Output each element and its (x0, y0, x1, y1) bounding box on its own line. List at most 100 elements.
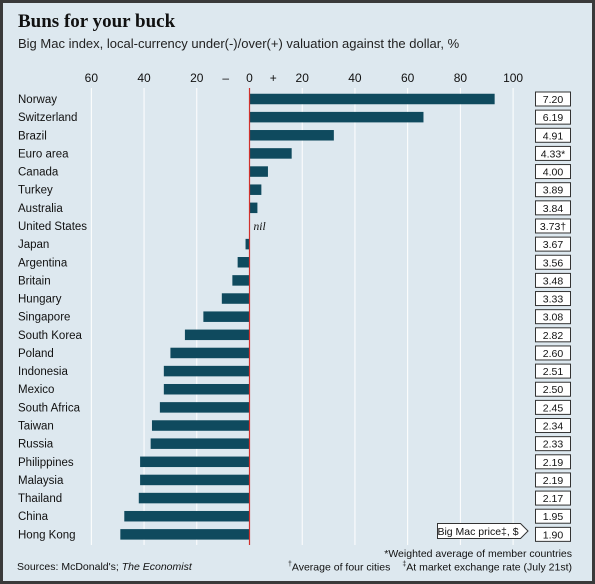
price-value: 2.17 (543, 493, 564, 505)
price-box (535, 345, 571, 361)
country-label: Switzerland (18, 112, 77, 124)
price-box (535, 127, 571, 143)
price-value: 1.90 (543, 529, 564, 541)
bar (170, 347, 250, 359)
x-tick-label: 40 (137, 71, 151, 85)
country-label: China (18, 511, 49, 523)
price-box (535, 508, 571, 524)
bar (163, 383, 250, 395)
country-label: Japan (18, 239, 49, 251)
price-value: 4.91 (543, 130, 564, 142)
x-tick-label: – (222, 71, 229, 85)
price-value: 2.33 (543, 439, 564, 451)
price-box (535, 109, 571, 125)
country-label: Turkey (18, 185, 53, 197)
price-box (535, 291, 571, 307)
bar (249, 202, 258, 214)
x-tick-label: 20 (296, 71, 310, 85)
bar (151, 420, 250, 431)
price-box (535, 418, 571, 434)
price-box (535, 381, 571, 397)
country-label: Euro area (18, 148, 69, 160)
country-label: South Africa (18, 402, 81, 414)
x-tick-label: 60 (85, 71, 99, 85)
price-box (535, 454, 571, 470)
country-label: Canada (18, 167, 59, 179)
price-value: 2.45 (543, 402, 564, 414)
price-box (535, 363, 571, 379)
country-label: Poland (18, 348, 54, 360)
source-publication: The Economist (121, 561, 192, 573)
bar (140, 456, 250, 468)
country-label: Brazil (18, 130, 47, 142)
price-value: 4.00 (543, 167, 564, 179)
bar (138, 492, 250, 504)
source-note: Sources: McDonald's; The Economist (17, 561, 192, 573)
bar (150, 438, 250, 449)
bar (221, 293, 250, 304)
footnotes-row: †Average of four cities ‡At market exchan… (287, 561, 572, 574)
country-label: Hungary (18, 294, 62, 306)
price-value: 3.84 (543, 203, 564, 215)
price-box (535, 218, 571, 234)
chart-subtitle: Big Mac index, local-currency under(-)/o… (18, 36, 460, 51)
price-box (535, 490, 571, 506)
source-label: Sources: McDonald's; (17, 561, 119, 573)
price-box (535, 254, 571, 270)
bar (249, 130, 334, 141)
price-value: 3.67 (543, 239, 564, 251)
footnote-exchange-rate: At market exchange rate (July 21st) (406, 561, 572, 574)
price-value: 1.95 (543, 511, 564, 523)
country-label: Mexico (18, 384, 54, 396)
price-box (535, 145, 571, 161)
bar (203, 311, 250, 322)
price-value: 2.19 (543, 457, 564, 469)
bar (249, 148, 292, 159)
price-value: 3.48 (543, 275, 564, 287)
price-header-box (437, 523, 529, 539)
bar (184, 329, 250, 341)
price-box (535, 526, 571, 542)
bar (120, 529, 250, 540)
x-tick-label: 80 (454, 71, 468, 85)
price-box (535, 399, 571, 415)
price-value: 2.34 (543, 421, 564, 433)
price-value: 2.82 (543, 330, 564, 342)
country-label: Taiwan (18, 421, 54, 433)
bar (124, 510, 250, 522)
x-tick-label: 20 (190, 71, 204, 85)
price-box (535, 472, 571, 488)
price-value: 7.20 (543, 94, 564, 106)
country-label: Australia (18, 203, 63, 215)
footnote-weighted: *Weighted average of member countries (384, 548, 572, 560)
bar (245, 238, 250, 250)
x-tick-label: 40 (348, 71, 362, 85)
x-tick-label: 60 (401, 71, 415, 85)
country-label: Norway (18, 94, 57, 106)
bar (163, 365, 250, 377)
price-value: 6.19 (543, 112, 564, 124)
bar (249, 111, 424, 123)
price-value: 3.56 (543, 257, 564, 269)
bar (249, 184, 262, 195)
price-value: 2.19 (543, 475, 564, 487)
country-label: Britain (18, 275, 51, 287)
price-box (535, 272, 571, 288)
footnote-four-cities: Average of four cities (291, 561, 391, 574)
country-label: Philippines (18, 457, 74, 469)
x-tick-label: 100 (503, 71, 523, 85)
price-value: 2.51 (543, 366, 564, 378)
country-label: United States (18, 221, 87, 233)
bar (249, 166, 268, 177)
price-box (535, 182, 571, 198)
x-tick-label: 0 (246, 71, 253, 85)
bar (232, 275, 250, 286)
price-box (535, 327, 571, 343)
price-header-label: Big Mac price‡, $ (437, 526, 518, 538)
chart-title: Buns for your buck (18, 11, 176, 32)
price-value: 4.33* (541, 148, 566, 160)
price-box (535, 436, 571, 452)
country-label: Malaysia (18, 475, 64, 487)
x-tick-label: + (270, 71, 277, 85)
